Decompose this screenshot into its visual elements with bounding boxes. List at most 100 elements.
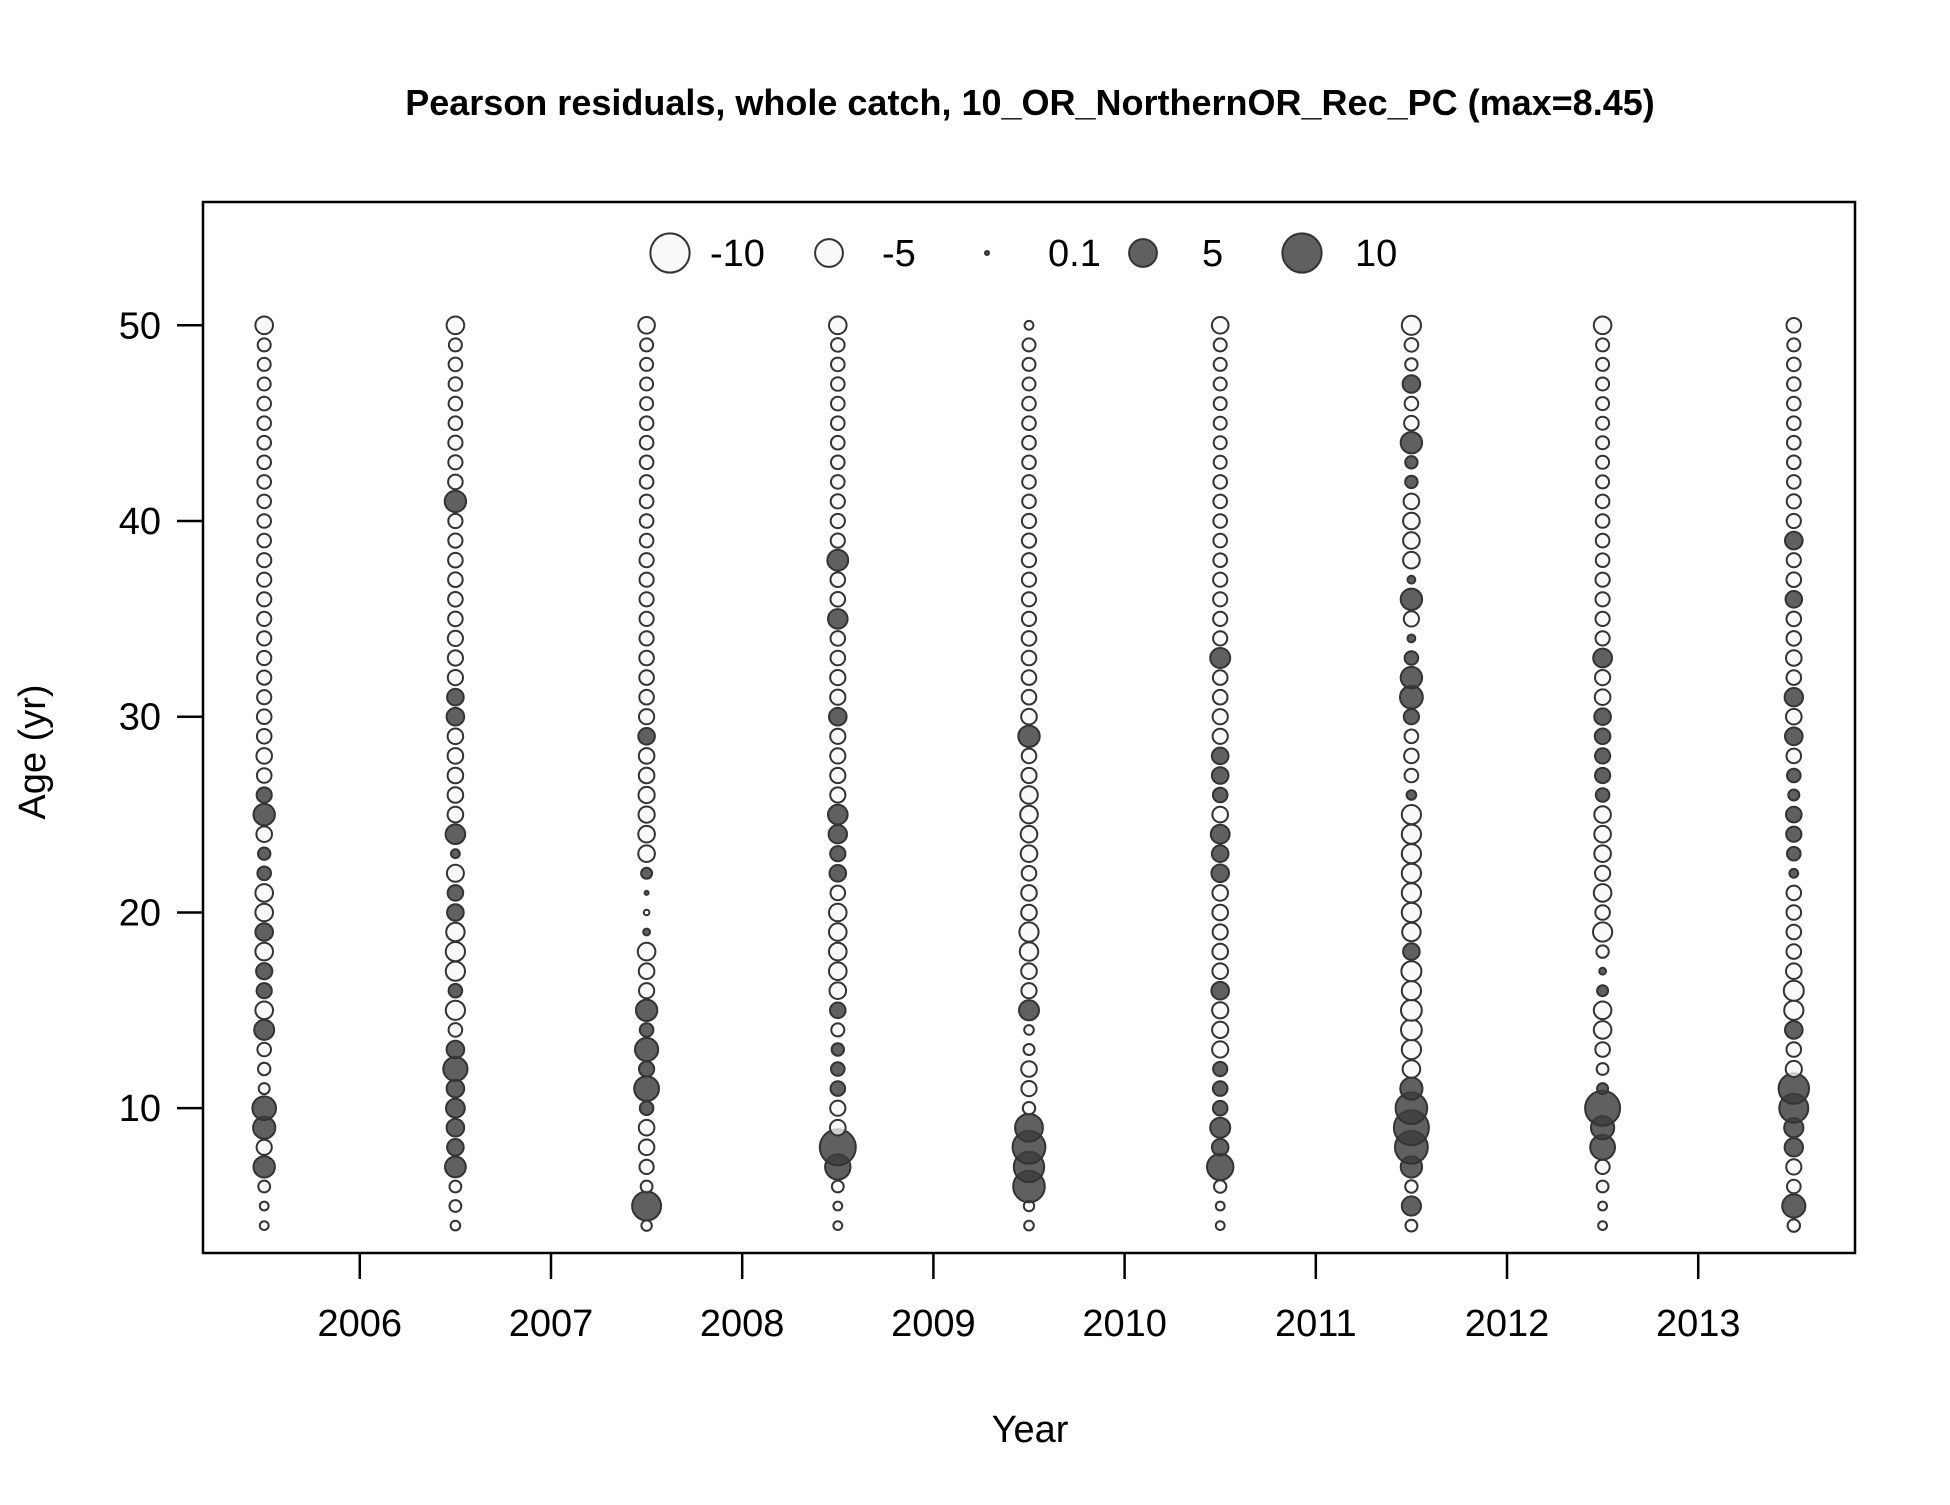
negative-residual-bubble (832, 1200, 844, 1212)
negative-residual-bubble (1785, 904, 1803, 921)
negative-residual-bubble (1593, 824, 1612, 844)
legend-positive-bubble (1128, 238, 1158, 268)
positive-residual-bubble (1401, 374, 1422, 394)
negative-residual-bubble (829, 532, 846, 549)
positive-residual-bubble (1596, 1082, 1610, 1096)
positive-residual-bubble (1210, 746, 1230, 766)
negative-residual-bubble (1786, 454, 1802, 471)
negative-residual-bubble (1595, 356, 1611, 372)
negative-residual-bubble (1595, 396, 1611, 412)
negative-residual-bubble (1020, 747, 1038, 765)
negative-residual-bubble (1211, 727, 1229, 745)
negative-residual-bubble (446, 805, 465, 824)
negative-residual-bubble (1594, 571, 1611, 588)
negative-residual-bubble (1592, 1020, 1613, 1040)
positive-residual-bubble (1783, 1137, 1805, 1158)
negative-residual-bubble (1785, 317, 1803, 334)
y-tick-label: 30 (119, 697, 161, 739)
legend-label: -5 (882, 233, 916, 275)
negative-residual-bubble (1785, 962, 1803, 981)
negative-residual-bubble (256, 454, 273, 471)
negative-residual-bubble (256, 571, 273, 588)
x-tick-label: 2006 (318, 1303, 403, 1345)
negative-residual-bubble (1210, 316, 1230, 335)
negative-residual-bubble (829, 766, 847, 785)
negative-residual-bubble (638, 434, 655, 451)
positive-residual-bubble (447, 982, 464, 999)
negative-residual-bubble (254, 883, 275, 903)
negative-residual-bubble (1785, 571, 1803, 589)
negative-residual-bubble (446, 786, 465, 804)
negative-residual-bubble (1595, 376, 1611, 392)
negative-residual-bubble (830, 474, 846, 490)
negative-residual-bubble (829, 649, 847, 667)
negative-residual-bubble (636, 941, 657, 962)
negative-residual-bubble (1021, 337, 1037, 353)
negative-residual-bubble (447, 1022, 464, 1038)
negative-residual-bubble (1020, 766, 1038, 785)
positive-residual-bubble (251, 1095, 278, 1121)
negative-residual-bubble (256, 415, 273, 432)
positive-residual-bubble (1784, 1020, 1804, 1040)
negative-residual-bubble (1786, 415, 1802, 432)
negative-residual-bubble (1782, 979, 1805, 1002)
negative-residual-bubble (254, 315, 275, 336)
negative-residual-bubble (1212, 474, 1228, 490)
positive-residual-bubble (450, 848, 461, 860)
positive-residual-bubble (634, 1036, 660, 1063)
negative-residual-bubble (1211, 805, 1229, 824)
negative-residual-bubble (829, 669, 847, 687)
negative-residual-bubble (1400, 862, 1423, 884)
negative-residual-bubble (1021, 376, 1037, 392)
negative-residual-bubble (1597, 1220, 1608, 1231)
negative-residual-bubble (1594, 864, 1612, 882)
positive-residual-bubble (631, 1190, 663, 1222)
negative-residual-bubble (1594, 552, 1611, 569)
negative-residual-bubble (1786, 474, 1802, 490)
positive-residual-bubble (1406, 633, 1417, 644)
negative-residual-bubble (1400, 998, 1423, 1022)
positive-residual-bubble (252, 1155, 276, 1179)
negative-residual-bubble (1593, 805, 1612, 824)
negative-residual-bubble (1402, 531, 1421, 550)
negative-residual-bubble (256, 552, 273, 569)
negative-residual-bubble (832, 1220, 844, 1231)
negative-residual-bubble (447, 532, 464, 549)
plot-frame (201, 200, 1857, 1255)
negative-residual-bubble (1212, 376, 1228, 392)
negative-residual-bubble (1595, 337, 1611, 353)
positive-residual-bubble (445, 1117, 466, 1138)
negative-residual-bubble (256, 669, 273, 686)
negative-residual-bubble (1019, 844, 1039, 864)
negative-residual-bubble (255, 1138, 273, 1156)
negative-residual-bubble (1212, 435, 1228, 451)
negative-residual-bubble (1402, 550, 1421, 570)
positive-residual-bubble (255, 962, 274, 981)
negative-residual-bubble (1597, 1200, 1608, 1212)
negative-residual-bubble (1786, 434, 1802, 451)
negative-residual-bubble (1021, 356, 1037, 372)
axes-layer: 2006 2007 2008 2009 2010 2011 2012 2013 10 20 30 40… (119, 200, 1857, 1345)
negative-residual-bubble (1785, 923, 1803, 941)
negative-residual-bubble (1400, 843, 1423, 865)
negative-residual-bubble (1019, 804, 1039, 825)
positive-residual-bubble (445, 1039, 466, 1060)
negative-residual-bubble (1402, 492, 1421, 511)
negative-residual-bubble (256, 356, 272, 372)
negative-residual-bubble (1402, 610, 1421, 628)
negative-residual-bubble (445, 863, 465, 883)
negative-residual-bubble (1020, 707, 1038, 726)
negative-residual-bubble (447, 337, 463, 353)
negative-residual-bubble (1785, 630, 1803, 647)
positive-residual-bubble (1206, 1152, 1235, 1182)
positive-residual-bubble (446, 687, 465, 707)
positive-residual-bubble (1400, 1195, 1423, 1217)
negative-residual-bubble (830, 415, 846, 432)
negative-residual-bubble (1018, 921, 1040, 943)
negative-residual-bubble (1020, 688, 1038, 706)
negative-residual-bubble (638, 532, 655, 549)
negative-residual-bubble (1211, 923, 1229, 941)
negative-residual-bubble (1403, 395, 1420, 412)
positive-residual-bubble (257, 846, 272, 861)
